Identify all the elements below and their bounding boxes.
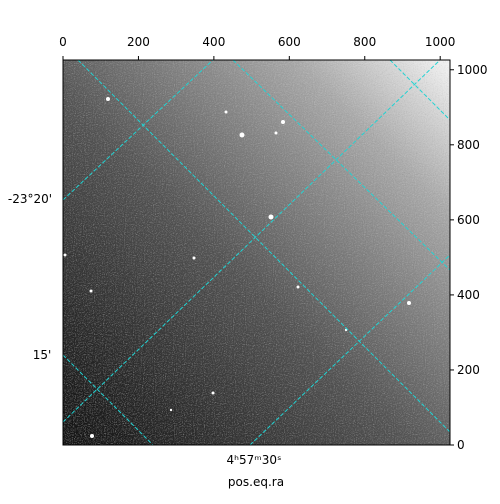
ra-tick-label: 4ʰ57ᵐ30ˢ	[227, 453, 282, 467]
x-tick-label: 1000	[425, 35, 456, 49]
dec-tick-label: -23°20'	[8, 192, 52, 206]
x-tick-label: 0	[59, 35, 67, 49]
x-tick-label: 400	[202, 35, 225, 49]
image	[63, 60, 450, 445]
y-tick-label: 200	[457, 363, 480, 377]
dec-tick-label: 15'	[33, 348, 52, 362]
x-tick-label: 600	[278, 35, 301, 49]
y-tick-label: 0	[457, 438, 465, 452]
y-tick-label: 400	[457, 288, 480, 302]
y-tick-label: 1000	[457, 63, 488, 77]
x-tick-label: 200	[127, 35, 150, 49]
y-tick-label: 800	[457, 138, 480, 152]
x-tick-label: 800	[353, 35, 376, 49]
x-label: pos.eq.ra	[228, 475, 284, 489]
frame	[62, 59, 451, 446]
y-tick-label: 600	[457, 213, 480, 227]
